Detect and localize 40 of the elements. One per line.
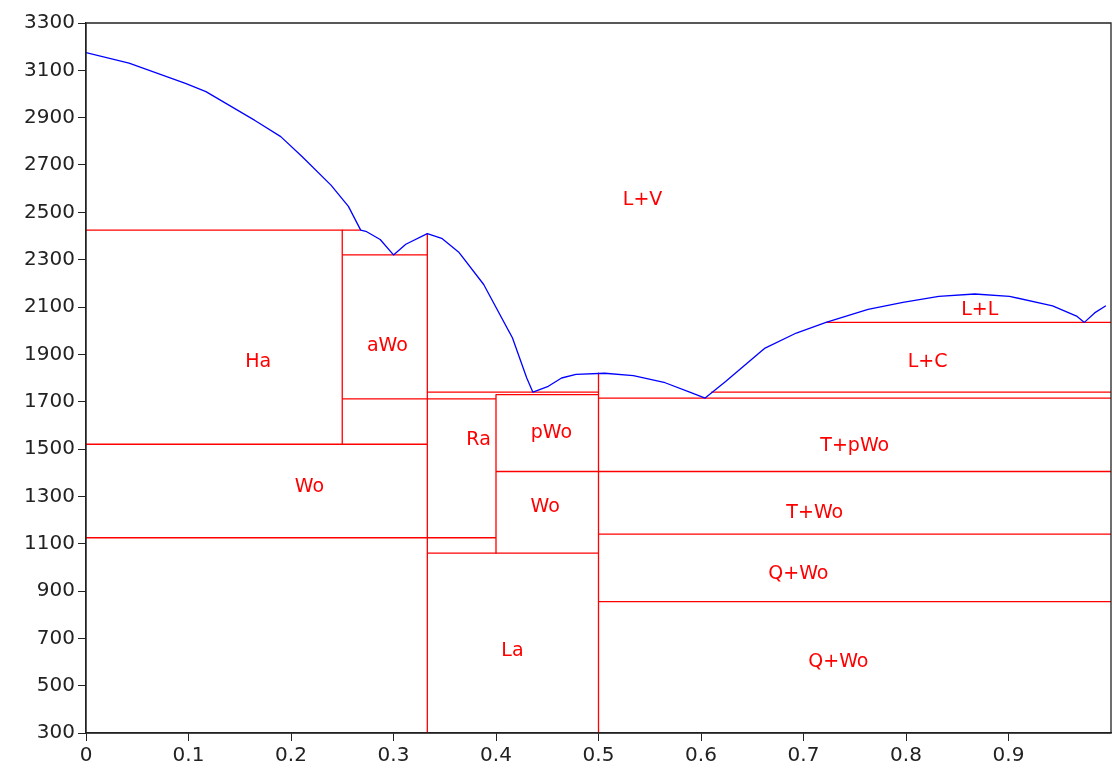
x-tick-label: 0.1: [172, 742, 205, 767]
annotation: Ra: [466, 426, 491, 449]
annotation: aWo: [366, 332, 408, 355]
annotation: L+V: [622, 186, 663, 209]
annotation: Q+Wo: [808, 648, 869, 671]
annotation: L+C: [907, 348, 948, 371]
annotation: T+pWo: [819, 433, 890, 456]
y-tick-label: 1300: [24, 482, 75, 507]
annotation: Q+Wo: [768, 560, 829, 583]
y-tick-label: 1100: [24, 529, 75, 554]
y-tick-label: 500: [36, 671, 75, 696]
y-tick-label: 700: [36, 624, 75, 649]
y-tick-label: 2500: [24, 198, 75, 223]
x-tick-label: 0.9: [992, 742, 1025, 767]
annotation: Wo: [294, 473, 325, 496]
y-tick-label: 3100: [24, 56, 75, 81]
x-tick-label: 0.2: [275, 742, 307, 767]
y-tick-label: 2900: [24, 103, 75, 128]
x-tick-label: 0.8: [890, 742, 922, 767]
y-tick-label: 2100: [24, 293, 75, 318]
annotation: La: [501, 638, 524, 661]
x-tick-label: 0.4: [480, 742, 512, 767]
y-tick-label: 3300: [24, 9, 75, 34]
y-tick-label: 1700: [24, 387, 75, 412]
y-tick-label: 2300: [24, 245, 75, 270]
y-tick-label: 300: [36, 719, 75, 744]
x-tick-label: 0.7: [787, 742, 820, 767]
annotation: Wo: [530, 494, 560, 517]
x-tick-label: 0.6: [685, 742, 717, 767]
x-tick-label: 0.5: [582, 742, 615, 767]
annotation: T+Wo: [785, 499, 844, 522]
annotation: pWo: [530, 419, 573, 442]
y-tick-label: 900: [36, 577, 75, 602]
x-tick-label: 0.3: [377, 742, 410, 767]
x-tick-label: 0: [79, 742, 93, 767]
annotation: L+L: [961, 297, 999, 320]
y-tick-label: 2700: [24, 151, 75, 176]
annotation: Ha: [245, 348, 272, 371]
y-tick-label: 1900: [24, 340, 75, 365]
y-tick-label: 1500: [24, 435, 75, 460]
